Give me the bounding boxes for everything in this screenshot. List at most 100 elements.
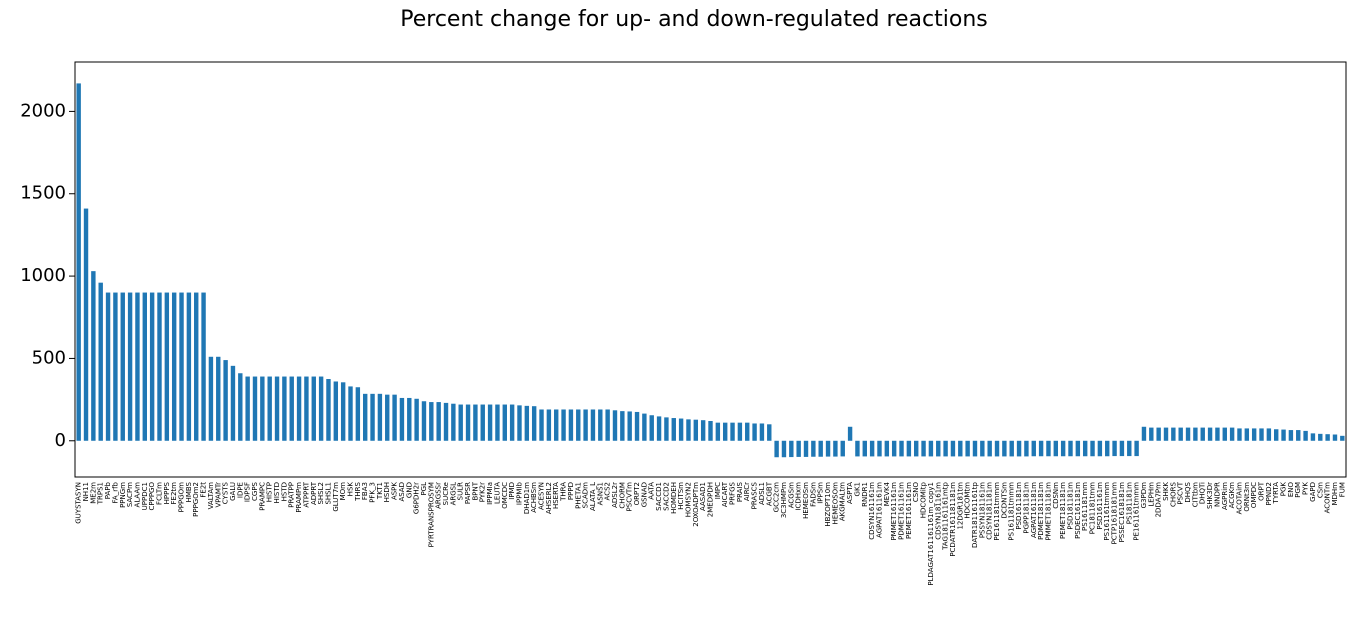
- x-tick-label: MOm: [339, 482, 347, 501]
- bar: [1178, 427, 1183, 441]
- x-tick-label: CDSYN181181m: [986, 482, 994, 540]
- bar: [774, 440, 779, 458]
- bar: [223, 360, 228, 441]
- x-tick-label: 2OXOADPTm: [692, 482, 700, 527]
- bar: [1075, 440, 1081, 457]
- x-tick-label: PSSEC1618181m: [1118, 482, 1126, 543]
- x-tick-label: PYRTRANSPROSYM: [427, 482, 435, 547]
- bar: [862, 440, 867, 457]
- x-tick-label: PSD181181m: [1066, 482, 1074, 530]
- x-tick-label: GND: [405, 482, 413, 498]
- bar: [686, 419, 691, 441]
- x-tick-label: 12DGR181tm: [956, 482, 964, 530]
- bar: [899, 440, 904, 457]
- bar: [921, 440, 926, 457]
- x-tick-label: PMMET181181m: [1044, 482, 1052, 541]
- bar: [1229, 427, 1235, 441]
- x-tick-label: ORPT2: [633, 482, 641, 505]
- x-tick-label: DHAD1m: [523, 482, 531, 514]
- x-tick-label: VALTAm: [207, 482, 215, 510]
- x-tick-label: MEVK4: [883, 481, 891, 506]
- x-tick-label: ADSL1: [758, 482, 766, 505]
- bar: [370, 393, 375, 441]
- x-tick-label: PC181181tmm: [1089, 482, 1097, 534]
- bar: [524, 405, 530, 441]
- bar: [730, 422, 735, 441]
- x-tick-label: CHORM: [618, 482, 626, 509]
- x-tick-label: 3C3HMPm: [780, 482, 788, 518]
- bar: [914, 440, 919, 457]
- x-tick-label: PEMET161161m: [905, 482, 913, 539]
- bar: [1060, 440, 1066, 457]
- bar: [1134, 440, 1139, 457]
- x-tick-label: ASPTA: [846, 482, 854, 504]
- x-tick-label: FCLTm: [155, 482, 163, 505]
- x-tick-label: ACHBSm: [530, 482, 538, 513]
- x-tick-label: PSSYN181161m: [978, 482, 986, 538]
- bar: [642, 413, 647, 441]
- bar: [1332, 434, 1338, 441]
- x-tick-label: CDSNm: [1052, 482, 1060, 509]
- x-tick-label: ORNt3m: [1243, 482, 1251, 512]
- bar: [745, 422, 750, 441]
- bar: [333, 381, 339, 441]
- bar: [965, 440, 970, 457]
- bar: [1266, 428, 1272, 441]
- x-tick-label: ADSL2r: [611, 482, 619, 508]
- x-tick-label: PLDAGAT161161161m_copy1: [927, 482, 935, 586]
- bar: [98, 282, 103, 441]
- x-tick-label: FE2t: [200, 482, 208, 498]
- bar: [576, 409, 581, 441]
- bar: [1171, 427, 1176, 441]
- bar: [1024, 440, 1029, 457]
- x-tick-label: FUM: [1338, 482, 1346, 497]
- x-tick-label: MDHm: [1331, 482, 1339, 506]
- bar: [1193, 427, 1198, 441]
- bar: [105, 292, 111, 441]
- x-tick-label: THRA: [560, 482, 568, 502]
- bar: [980, 440, 985, 457]
- bar: [1303, 430, 1308, 441]
- x-tick-label: SACCD2: [662, 482, 670, 511]
- bar: [1318, 433, 1323, 441]
- x-tick-label: CSNO: [912, 482, 920, 503]
- bar: [590, 409, 596, 441]
- x-tick-label: RNDR1: [861, 482, 869, 507]
- x-tick-label: HEMEOSOm: [831, 482, 839, 525]
- x-tick-label: 2MEDPDH: [707, 482, 715, 517]
- x-tick-label: SHSL2: [317, 482, 325, 505]
- bar: [906, 440, 912, 457]
- x-tick-label: PRAMPm: [295, 482, 303, 513]
- bar: [950, 440, 956, 457]
- bar: [407, 397, 412, 441]
- bar: [1068, 440, 1073, 457]
- bar: [296, 376, 302, 441]
- x-tick-label: PRAIS: [736, 481, 744, 502]
- x-tick-label: PHETA1: [574, 482, 582, 509]
- x-tick-label: PEMET181181m: [1059, 482, 1067, 539]
- bar: [634, 411, 640, 441]
- bar: [1185, 427, 1191, 441]
- bar: [362, 393, 368, 441]
- bar: [833, 440, 838, 457]
- bar: [1288, 430, 1294, 441]
- bar: [708, 421, 713, 441]
- bar: [1127, 440, 1132, 457]
- x-tick-label: CGPS: [251, 481, 259, 501]
- x-tick-label: ACESYN: [538, 482, 546, 510]
- bar: [311, 376, 316, 441]
- x-tick-label: ALATA_L: [589, 482, 597, 511]
- x-tick-label: AGPRim: [1221, 482, 1229, 510]
- bar: [509, 404, 515, 441]
- bar: [1259, 428, 1264, 441]
- x-tick-label: NH11: [82, 482, 90, 501]
- bar: [216, 356, 221, 441]
- bar: [385, 394, 390, 441]
- x-tick-label: TRPS1: [97, 482, 105, 505]
- bar: [715, 422, 721, 441]
- bar: [1244, 428, 1250, 441]
- x-tick-label: AICART: [721, 481, 729, 507]
- x-tick-label: PYK2r: [479, 482, 487, 502]
